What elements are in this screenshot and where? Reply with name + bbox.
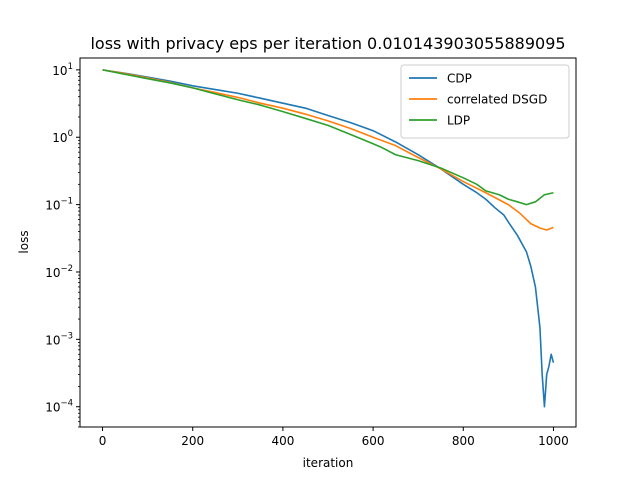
x-axis-label: iteration: [303, 456, 354, 470]
y-tick-label: 100: [52, 129, 73, 145]
y-tick-label: 10−2: [45, 264, 73, 280]
axes-frame: [79, 57, 577, 428]
x-tick-label: 1000: [538, 434, 569, 448]
legend: CDP correlated DSGD LDP: [400, 64, 570, 139]
x-tick-label: 800: [452, 434, 475, 448]
y-tick-label: 10−1: [45, 197, 73, 213]
x-tick-label: 200: [181, 434, 204, 448]
y-tick-label: 10−4: [45, 399, 73, 415]
x-axis: 0 200 400 600 800 1000: [99, 427, 569, 448]
y-tick-label: 101: [52, 62, 73, 78]
legend-label-0: CDP: [447, 72, 472, 86]
series-line-0: [102, 69, 555, 408]
x-tick-label: 0: [99, 434, 107, 448]
legend-label-1: correlated DSGD: [447, 93, 547, 107]
y-tick-label: 10−3: [45, 331, 73, 347]
series-line-2: [102, 69, 554, 206]
plot-area: [102, 69, 555, 408]
y-axis-label: loss: [17, 230, 31, 253]
x-tick-label: 600: [362, 434, 385, 448]
chart-title: loss with privacy eps per iteration 0.01…: [90, 34, 565, 53]
y-axis: 10−4 10−3 10−2 10−1 100 101: [45, 62, 80, 428]
x-tick-label: 400: [271, 434, 294, 448]
legend-box: [400, 64, 570, 139]
legend-label-2: LDP: [447, 114, 470, 128]
